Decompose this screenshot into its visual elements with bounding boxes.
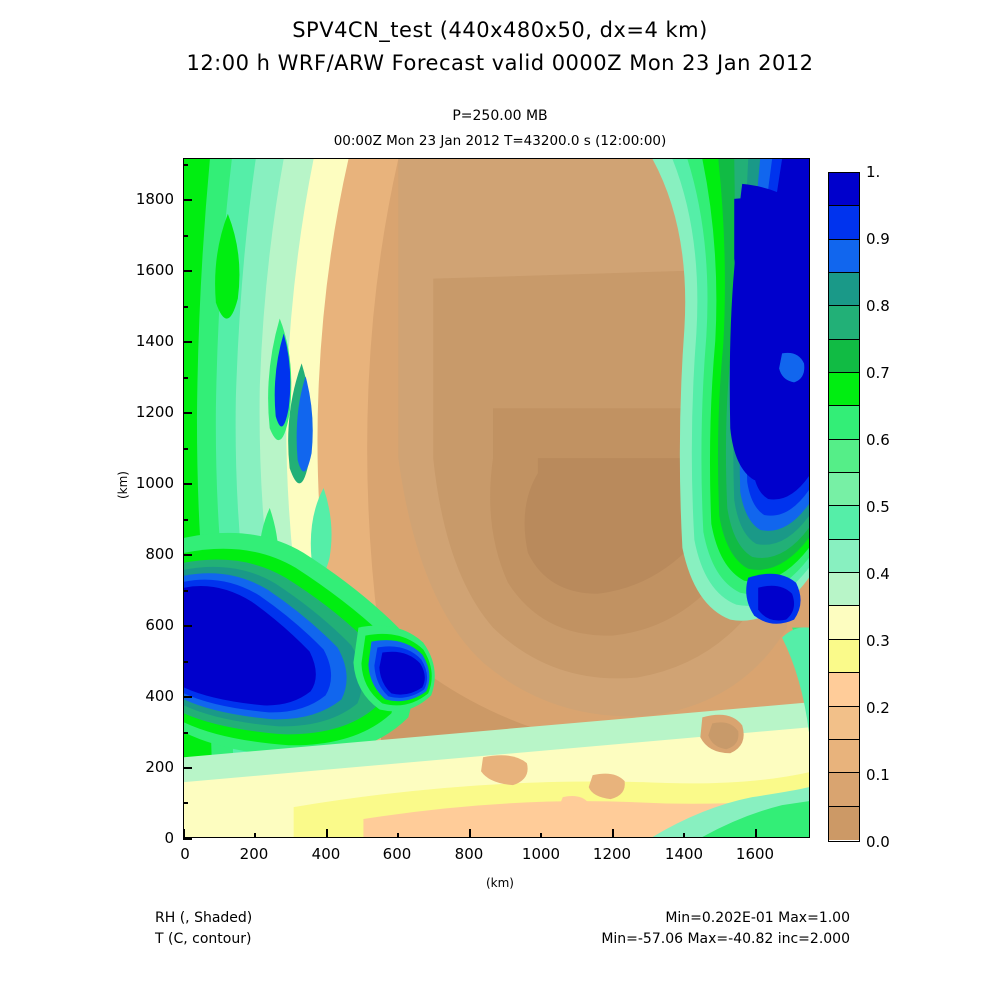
colorbar-tick-label: 0.8 — [866, 297, 890, 315]
y-tick-label: 1600 — [135, 261, 174, 279]
colorbar-band — [829, 406, 859, 440]
colorbar-tick-label: 0.0 — [866, 833, 890, 851]
colorbar-band — [829, 239, 859, 274]
x-tick-major — [326, 829, 328, 838]
colorbar-band — [829, 339, 859, 374]
colorbar-band — [829, 506, 859, 540]
colorbar-band — [829, 173, 859, 207]
y-tick-major — [183, 696, 192, 698]
pressure-level-label: P=250.00 MB — [452, 108, 548, 124]
x-tick-label: 1000 — [521, 845, 561, 863]
y-axis-title: (km) — [116, 470, 131, 500]
x-tick-major — [469, 829, 471, 838]
y-tick-minor — [183, 661, 188, 663]
contour-field-label: T (C, contour) — [155, 931, 252, 947]
y-tick-major — [183, 412, 192, 414]
colorbar-band — [829, 706, 859, 740]
colorbar-tick-label: 0.5 — [866, 498, 890, 516]
x-tick-major — [612, 829, 614, 838]
chart-title-block: SPV4CN_test (440x480x50, dx=4 km) 12:00 … — [0, 18, 1000, 75]
contour-field-range: Min=-57.06 Max=-40.82 inc=2.000 — [601, 931, 850, 947]
x-tick-minor — [254, 833, 256, 838]
x-tick-label: 1400 — [664, 845, 704, 863]
y-tick-label: 1200 — [135, 403, 174, 421]
x-tick-label: 1600 — [735, 845, 775, 863]
colorbar-band — [829, 373, 859, 407]
chart-subtitle: 12:00 h WRF/ARW Forecast valid 0000Z Mon… — [186, 51, 814, 75]
colorbar-band — [829, 206, 859, 240]
colorbar-tick-label: 0.6 — [866, 431, 890, 449]
colorbar-band — [829, 606, 859, 640]
colorbar-tick-label: 0.1 — [866, 766, 890, 784]
rh-colorbar[interactable] — [828, 172, 860, 842]
colorbar-tick-label: 0.4 — [866, 565, 890, 583]
x-tick-label: 400 — [311, 845, 341, 863]
colorbar-tick-label: 0.2 — [866, 699, 890, 717]
map-plot-area[interactable]: -42.0 -50.0 -50.0 — [183, 158, 810, 838]
y-tick-major — [183, 199, 192, 201]
colorbar-tick-label: 0.7 — [866, 364, 890, 382]
rh-shaded-field — [184, 159, 809, 837]
colorbar-band — [829, 639, 859, 674]
colorbar-band — [829, 673, 859, 707]
colorbar-band — [829, 806, 859, 840]
x-tick-label: 1200 — [592, 845, 632, 863]
y-tick-major — [183, 767, 192, 769]
x-axis-title: (km) — [485, 876, 514, 890]
y-tick-minor — [183, 448, 188, 450]
y-tick-minor — [183, 519, 188, 521]
y-tick-minor — [183, 306, 188, 308]
y-tick-label: 1800 — [135, 190, 174, 208]
y-tick-minor — [183, 732, 188, 734]
colorbar-band — [829, 539, 859, 574]
y-tick-label: 1000 — [135, 474, 174, 492]
x-tick-major — [755, 829, 757, 838]
x-tick-label: 600 — [382, 845, 412, 863]
y-tick-major — [183, 625, 192, 627]
x-tick-minor — [540, 833, 542, 838]
y-tick-label: 1400 — [135, 332, 174, 350]
y-tick-minor — [183, 235, 188, 237]
y-tick-major — [183, 341, 192, 343]
y-tick-major — [183, 554, 192, 556]
y-tick-minor — [183, 377, 188, 379]
colorbar-band — [829, 306, 859, 340]
colorbar-tick-label: 0.9 — [866, 230, 890, 248]
colorbar-tick-label: 0.3 — [866, 632, 890, 650]
page-title: SPV4CN_test (440x480x50, dx=4 km) — [292, 18, 708, 42]
y-tick-label: 800 — [145, 545, 174, 563]
y-tick-minor — [183, 802, 188, 804]
colorbar-band — [829, 773, 859, 807]
y-tick-minor — [183, 164, 188, 166]
colorbar-tick-label: 1. — [866, 163, 881, 181]
x-tick-minor — [683, 833, 685, 838]
shaded-field-range: Min=0.202E-01 Max=1.00 — [665, 910, 850, 926]
colorbar-band — [829, 573, 859, 607]
colorbar-band — [829, 473, 859, 507]
x-tick-major — [183, 829, 185, 838]
x-tick-label: 800 — [454, 845, 484, 863]
shaded-field-label: RH (, Shaded) — [155, 910, 253, 926]
field-legend-left: RH (, Shaded) T (C, contour) — [155, 908, 252, 950]
y-tick-major — [183, 838, 192, 840]
x-tick-minor — [397, 833, 399, 838]
colorbar-band — [829, 739, 859, 774]
y-tick-minor — [183, 590, 188, 592]
y-tick-major — [183, 483, 192, 485]
colorbar-band — [829, 439, 859, 474]
y-tick-major — [183, 270, 192, 272]
x-tick-label: 200 — [239, 845, 269, 863]
y-tick-label: 200 — [145, 758, 174, 776]
valid-time-label: 00:00Z Mon 23 Jan 2012 T=43200.0 s (12:0… — [333, 133, 667, 149]
y-tick-label: 600 — [145, 616, 174, 634]
y-tick-label: 0 — [164, 829, 174, 847]
colorbar-band — [829, 273, 859, 307]
field-legend-right: Min=0.202E-01 Max=1.00 Min=-57.06 Max=-4… — [430, 908, 850, 950]
y-tick-label: 400 — [145, 687, 174, 705]
x-tick-label: 0 — [180, 845, 190, 863]
